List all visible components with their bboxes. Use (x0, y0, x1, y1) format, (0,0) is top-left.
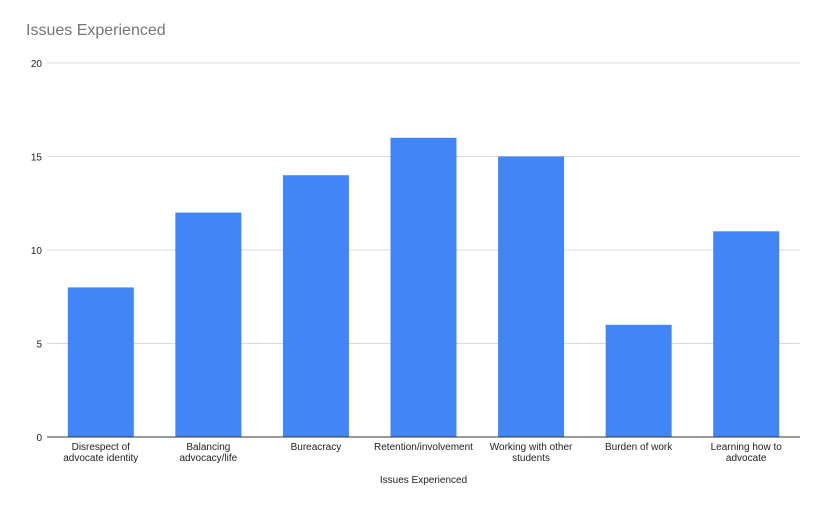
x-tick-label-line: Retention/involvement (374, 442, 473, 453)
x-tick-label-line: students (512, 453, 550, 464)
x-tick-label: Retention/involvement (374, 442, 473, 453)
x-tick-label: Learning how to advocate (711, 442, 783, 464)
y-tick-label: 15 (31, 153, 43, 164)
x-tick-label: Disrespect of advocate identity (63, 442, 138, 464)
bar (390, 137, 457, 438)
y-tick-label: 0 (36, 433, 42, 444)
x-tick-label-line: Bureacracy (291, 442, 342, 453)
x-tick-label-line: Working with other (490, 442, 573, 453)
bar (605, 324, 672, 437)
bar (282, 175, 349, 437)
x-tick-label-line: advocate (726, 453, 767, 464)
bar (498, 156, 565, 437)
x-tick-label: Working with other students (490, 442, 573, 464)
x-tick-label-line: advocate identity (63, 453, 138, 464)
bar (713, 231, 780, 437)
x-axis-title: Issues Experienced (380, 475, 467, 486)
bar (175, 212, 242, 437)
bars (67, 137, 780, 438)
x-tick-label: Burden of work (605, 442, 673, 453)
x-tick-label-line: Burden of work (605, 442, 673, 453)
x-tick-label-line: Learning how to (711, 442, 783, 453)
x-tick-label-line: advocacy/life (179, 453, 237, 464)
x-tick-label: Bureacracy (291, 442, 342, 453)
y-tick-label: 5 (36, 340, 42, 351)
x-tick-label: Balancing advocacy/life (179, 442, 237, 464)
chart-title: Issues Experienced (26, 22, 166, 39)
bar (67, 287, 134, 437)
y-tick-label: 20 (31, 59, 43, 70)
y-tick-label: 10 (31, 246, 43, 257)
y-axis-ticks: 0 5 10 15 20 (31, 59, 43, 444)
x-tick-label-line: Balancing (186, 442, 230, 453)
x-tick-label-line: Disrespect of (72, 442, 131, 453)
